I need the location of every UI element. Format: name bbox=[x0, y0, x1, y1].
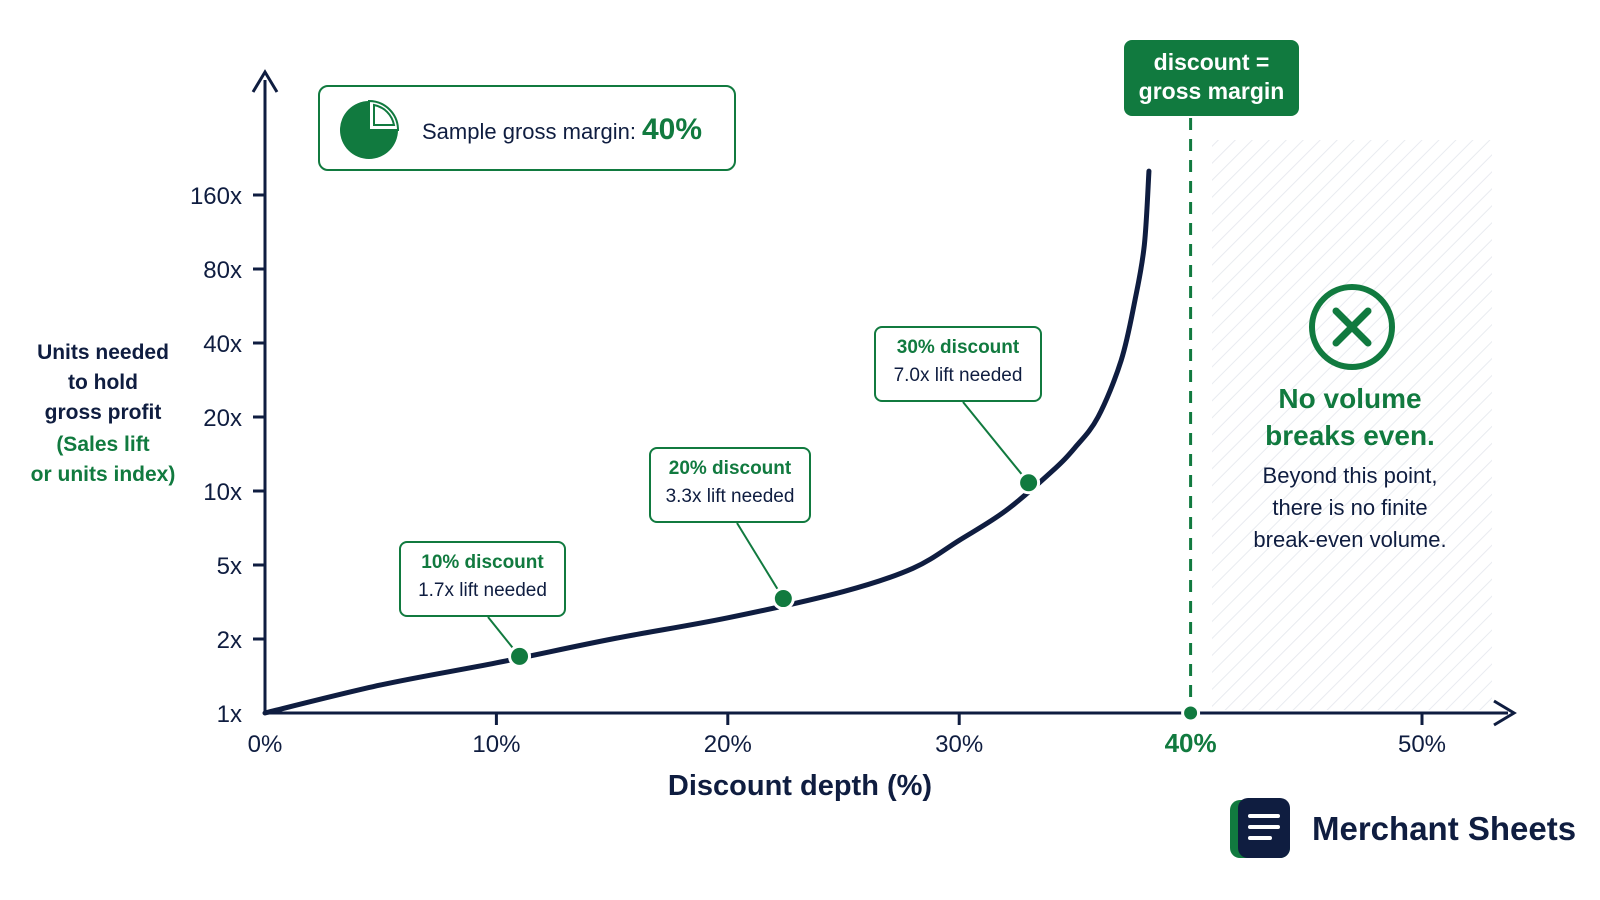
x-tick-label: 30% bbox=[935, 731, 983, 758]
callout-title: 20% discount bbox=[668, 458, 792, 479]
gross-margin-label-text: Sample gross margin: bbox=[422, 119, 636, 144]
gross-margin-label: Sample gross margin: 40% bbox=[422, 113, 702, 147]
y-axis-ticks: 1x 2x 5x 10x 20x 40x 80x 160x bbox=[190, 183, 265, 728]
breakeven-point bbox=[1181, 703, 1201, 723]
y-axis-sublabel-line: or units index) bbox=[30, 463, 176, 486]
y-tick-label: 20x bbox=[203, 405, 242, 432]
y-tick-label: 5x bbox=[217, 553, 242, 580]
gross-margin-value: 40% bbox=[641, 113, 703, 146]
y-axis-label-line: to hold bbox=[68, 371, 138, 394]
callout-30: 30% discount 7.0x lift needed bbox=[874, 326, 1042, 402]
x-tick-label: 20% bbox=[704, 731, 752, 758]
brand-name: Merchant Sheets bbox=[1312, 810, 1577, 847]
callout-text: 1.7x lift needed bbox=[418, 580, 547, 601]
y-axis-label: Units needed to hold gross profit (Sales… bbox=[18, 338, 188, 490]
limit-tag: discount = gross margin bbox=[1124, 40, 1299, 116]
y-tick-label: 10x bbox=[203, 479, 242, 506]
y-axis-arrow bbox=[251, 69, 279, 93]
no-breakeven-body: Beyond this point, bbox=[1262, 463, 1438, 488]
no-breakeven-title: breaks even. bbox=[1265, 420, 1435, 451]
x-axis-ticks: 0% 10% 20% 30% 40% 50% bbox=[248, 713, 1446, 758]
callout-leader bbox=[962, 401, 1030, 484]
gross-margin-box: Sample gross margin: 40% bbox=[318, 85, 736, 171]
callout-text: 3.3x lift needed bbox=[665, 486, 795, 507]
callout-title: 30% discount bbox=[896, 337, 1020, 358]
y-tick-label: 2x bbox=[217, 627, 242, 654]
y-axis-label-line: Units needed bbox=[37, 341, 169, 364]
callout-text: 7.0x lift needed bbox=[893, 365, 1023, 386]
x-tick-label: 0% bbox=[248, 731, 283, 758]
data-markers bbox=[508, 471, 1041, 668]
data-point bbox=[508, 644, 532, 668]
no-breakeven-body: break-even volume. bbox=[1253, 527, 1447, 552]
limit-tag-line: gross margin bbox=[1138, 78, 1285, 104]
no-breakeven-note: No volume breaks even. Beyond this point… bbox=[1220, 380, 1480, 556]
y-axis-sublabel-line: (Sales lift bbox=[56, 433, 150, 456]
y-tick-label: 80x bbox=[203, 257, 242, 284]
x-tick-label: 10% bbox=[472, 731, 520, 758]
x-axis-arrow bbox=[1493, 699, 1517, 727]
callout-20: 20% discount 3.3x lift needed bbox=[649, 447, 811, 523]
y-tick-label: 40x bbox=[203, 331, 242, 358]
series-line bbox=[262, 168, 1152, 716]
callout-leader bbox=[736, 522, 785, 600]
no-breakeven-region bbox=[1212, 140, 1492, 710]
data-point bbox=[771, 587, 795, 611]
callout-10: 10% discount 1.7x lift needed bbox=[399, 541, 566, 617]
no-breakeven-title: No volume bbox=[1278, 383, 1422, 414]
limit-tag-line: discount = bbox=[1153, 49, 1270, 75]
document-lines-icon bbox=[1230, 798, 1290, 858]
no-breakeven-body: there is no finite bbox=[1272, 495, 1428, 520]
y-tick-label: 160x bbox=[190, 183, 242, 210]
callout-leaders bbox=[487, 401, 1030, 657]
y-tick-label: 1x bbox=[217, 701, 242, 728]
x-axis-title: Discount depth (%) bbox=[667, 770, 933, 802]
x-tick-label: 50% bbox=[1398, 731, 1446, 758]
x-circle-icon bbox=[1309, 284, 1395, 370]
pie-chart-icon bbox=[340, 99, 400, 159]
x-tick-label: 40% bbox=[1165, 728, 1217, 758]
callout-title: 10% discount bbox=[421, 552, 544, 573]
y-axis-label-line: gross profit bbox=[44, 401, 162, 424]
data-point bbox=[1017, 471, 1041, 495]
